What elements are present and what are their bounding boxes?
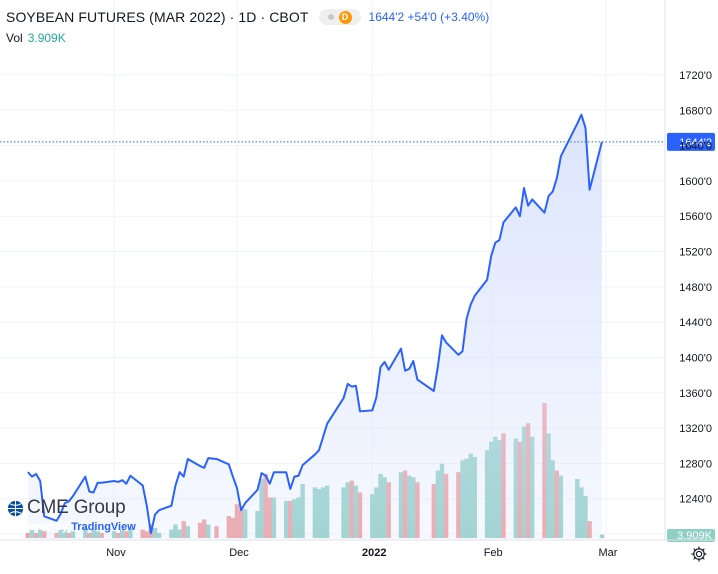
last-price-change: 1644'2 +54'0 (+3.40%) <box>368 10 490 24</box>
delayed-badge-icon: D <box>338 10 352 24</box>
x-tick-label: Nov <box>106 547 126 559</box>
y-tick-label: 1600'0 <box>679 176 712 188</box>
y-tick-label: 1440'0 <box>679 317 712 329</box>
x-tick-label: Mar <box>599 547 618 559</box>
price-line <box>27 113 603 535</box>
globe-icon <box>7 500 24 516</box>
y-tick-label: 1720'0 <box>679 70 712 82</box>
cme-logo[interactable]: CME Group powered by TradingView <box>7 497 136 533</box>
volume-label: Vol <box>6 31 23 45</box>
y-tick-label: 1400'0 <box>679 352 712 364</box>
x-tick-label: Feb <box>484 547 503 559</box>
last-price-line: 1644'2 <box>0 132 715 151</box>
powered-by: powered by TradingView <box>7 521 136 533</box>
y-tick-label: 1360'0 <box>679 388 712 400</box>
x-tick-label: Dec <box>229 547 249 559</box>
y-tick-label: 1680'0 <box>679 105 712 117</box>
powered-by-text: powered by <box>7 521 69 533</box>
price-axis[interactable]: 1200'01240'01280'01320'01360'01400'01440… <box>664 0 715 542</box>
gear-icon[interactable] <box>690 545 708 563</box>
time-axis[interactable]: Nov Dec 2022 Feb Mar <box>0 539 718 559</box>
price-area <box>27 113 603 540</box>
volume-value: 3.909K <box>27 31 66 45</box>
y-tick-label: 1320'0 <box>679 423 712 435</box>
y-tick-label: 1520'0 <box>679 247 712 259</box>
data-status-badge[interactable]: D <box>318 9 361 25</box>
platform-name: TradingView <box>71 521 136 533</box>
y-tick-label: 1280'0 <box>679 458 712 470</box>
x-tick-label: 2022 <box>362 547 386 559</box>
volume-legend: Vol 3.909K <box>6 31 66 45</box>
y-tick-label: 1640'0 <box>679 141 712 153</box>
last-price-label-bg <box>667 132 715 151</box>
volume-last-label-bg <box>667 529 715 542</box>
status-dot-icon <box>327 14 334 20</box>
volume-last-label: 3.909K <box>677 530 713 542</box>
y-tick-label: 1480'0 <box>679 282 712 294</box>
symbol-title: SOYBEAN FUTURES (MAR 2022) · 1D · CBOT <box>6 9 309 25</box>
y-tick-label: 1240'0 <box>679 494 712 506</box>
chart-header: SOYBEAN FUTURES (MAR 2022) · 1D · CBOT D… <box>6 8 489 26</box>
y-tick-label: 1560'0 <box>679 211 712 223</box>
brand-name: CME Group <box>27 497 126 518</box>
price-area-fill <box>27 114 602 540</box>
last-price-label: 1644'2 <box>679 137 712 149</box>
